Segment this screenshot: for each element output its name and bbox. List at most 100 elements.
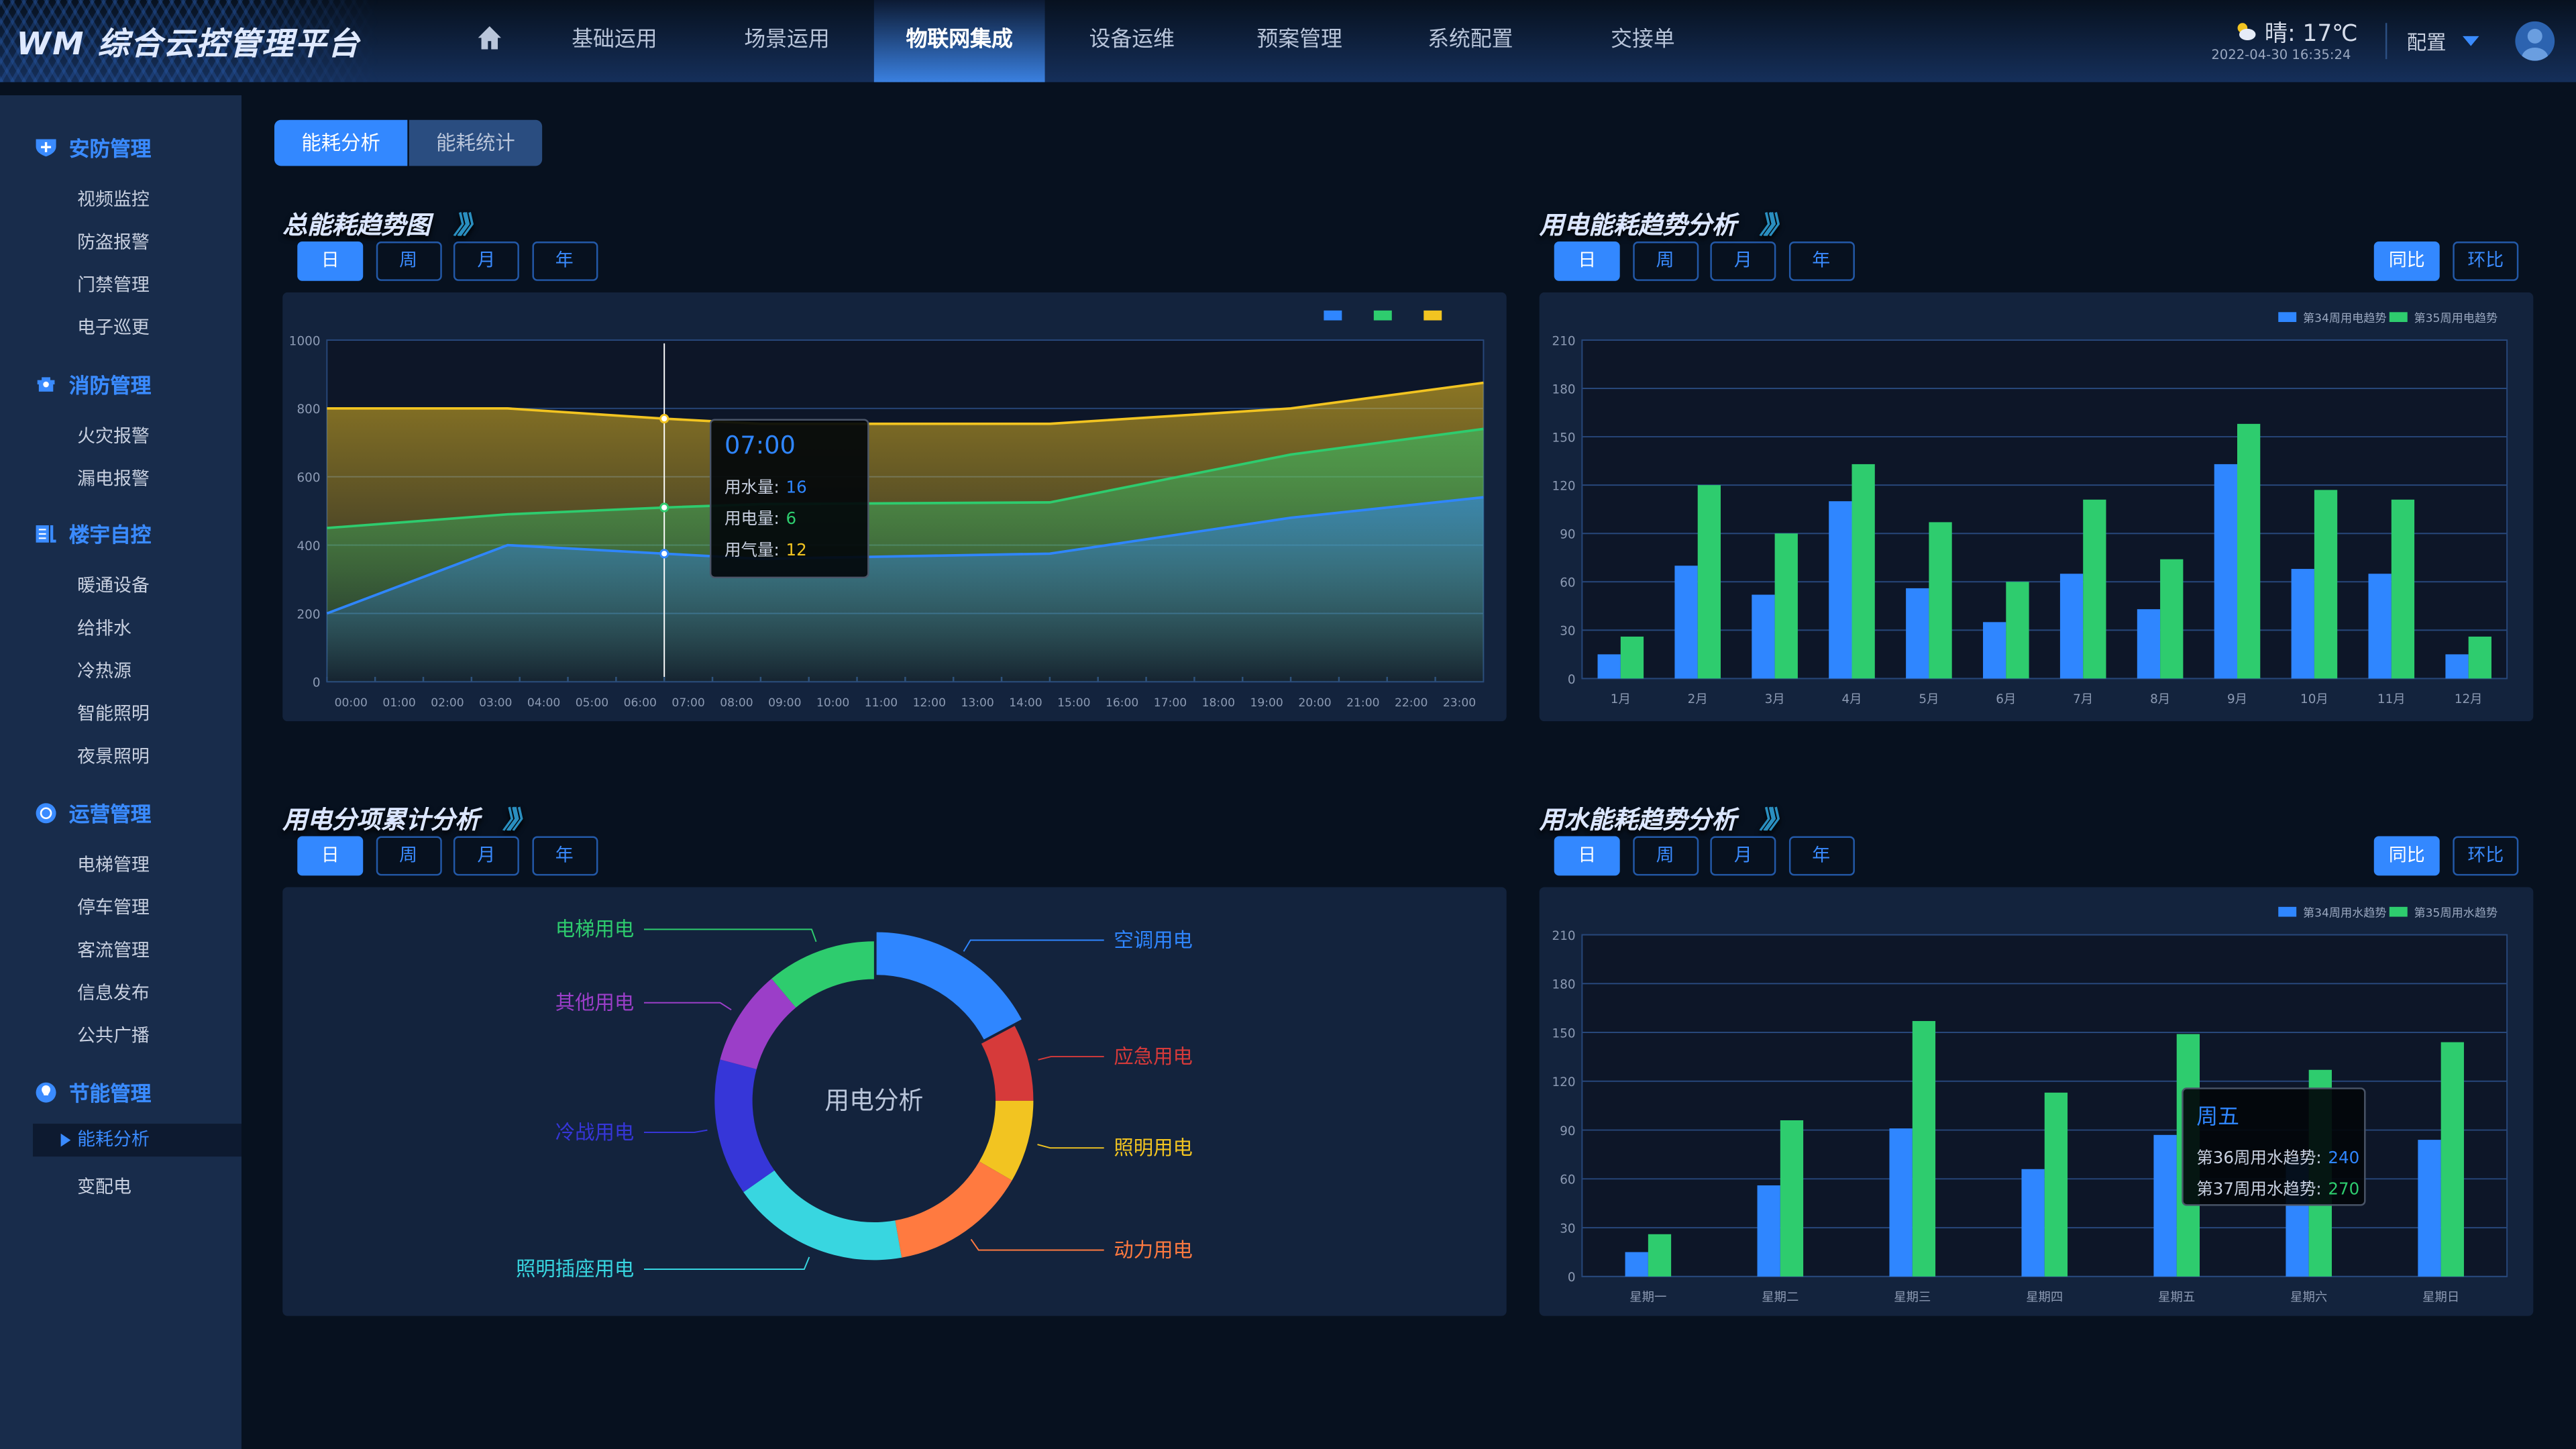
bar[interactable]: [2044, 1092, 2068, 1277]
bar[interactable]: [1620, 636, 1644, 679]
donut-slice[interactable]: [876, 932, 1022, 1040]
chevron-down-icon[interactable]: [2463, 36, 2479, 46]
sidebar-item[interactable]: 智能照明: [77, 700, 150, 726]
sidebar-group-2[interactable]: 楼宇自控: [33, 517, 151, 549]
donut-slice[interactable]: [979, 1100, 1034, 1181]
period-button[interactable]: 月: [453, 836, 519, 876]
nav-item[interactable]: 基础运用: [572, 28, 657, 53]
compare-button[interactable]: 同比: [2373, 241, 2440, 281]
nav-item[interactable]: 场景运用: [744, 28, 830, 53]
sidebar-item[interactable]: 变配电: [77, 1173, 131, 1199]
donut-slice[interactable]: [720, 978, 796, 1069]
user-avatar-icon[interactable]: [2515, 21, 2555, 61]
bar[interactable]: [1906, 588, 1929, 679]
bar[interactable]: [1648, 1234, 1672, 1277]
data-point[interactable]: [659, 502, 669, 513]
sidebar-item[interactable]: 火灾报警: [77, 422, 150, 448]
period-button[interactable]: 周: [375, 836, 441, 876]
sidebar-item[interactable]: 视频监控: [77, 186, 150, 212]
period-button[interactable]: 日: [1554, 836, 1620, 876]
bar[interactable]: [1983, 622, 2006, 679]
bar[interactable]: [1697, 485, 1721, 679]
bar[interactable]: [2418, 1140, 2441, 1277]
bar[interactable]: [1752, 594, 1775, 679]
bar[interactable]: [1829, 501, 1852, 679]
bar[interactable]: [2214, 464, 2238, 679]
donut-slice[interactable]: [714, 1059, 775, 1193]
sidebar-item[interactable]: 电梯管理: [77, 851, 150, 877]
bar[interactable]: [2445, 654, 2469, 679]
bar[interactable]: [1889, 1128, 1913, 1277]
legend-label[interactable]: 第34周用电趋势: [2303, 312, 2387, 325]
period-button[interactable]: 日: [297, 241, 364, 281]
nav-item[interactable]: 预案管理: [1256, 28, 1342, 53]
sidebar-group-3[interactable]: 运营管理: [33, 797, 151, 828]
donut-slice[interactable]: [981, 1026, 1034, 1101]
bar[interactable]: [2006, 582, 2029, 679]
bar[interactable]: [2137, 609, 2161, 679]
sidebar-group-0[interactable]: 安防管理: [33, 131, 151, 163]
sidebar-item[interactable]: 客流管理: [77, 936, 150, 963]
bar[interactable]: [1757, 1185, 1780, 1277]
nav-home[interactable]: [468, 0, 511, 82]
period-button[interactable]: 年: [1788, 241, 1854, 281]
period-button[interactable]: 月: [1710, 241, 1776, 281]
bar[interactable]: [2059, 574, 2084, 679]
bar[interactable]: [1912, 1021, 1936, 1277]
sidebar-item[interactable]: 夜景照明: [77, 743, 150, 769]
bar[interactable]: [1774, 533, 1798, 679]
data-point[interactable]: [659, 413, 669, 424]
bar[interactable]: [2237, 423, 2261, 679]
donut-slice[interactable]: [743, 1170, 902, 1260]
bar[interactable]: [1780, 1120, 1804, 1277]
bar[interactable]: [2160, 559, 2184, 679]
sidebar-item[interactable]: 信息发布: [77, 979, 150, 1006]
legend-label[interactable]: 第35周用电趋势: [2414, 312, 2498, 325]
sidebar-item[interactable]: 冷热源: [77, 657, 131, 684]
bar[interactable]: [2153, 1134, 2177, 1277]
compare-button[interactable]: 同比: [2373, 836, 2440, 876]
bar[interactable]: [2291, 569, 2314, 679]
period-button[interactable]: 月: [453, 241, 519, 281]
sidebar-item[interactable]: 暖通设备: [77, 572, 150, 598]
bar[interactable]: [2021, 1169, 2045, 1277]
bar[interactable]: [2440, 1042, 2464, 1277]
nav-item[interactable]: 设备运维: [1089, 28, 1175, 53]
sidebar-item[interactable]: 公共广播: [77, 1022, 150, 1048]
bar[interactable]: [2314, 490, 2338, 679]
period-button[interactable]: 周: [375, 241, 441, 281]
nav-item[interactable]: 交接单: [1611, 28, 1675, 53]
sidebar-item[interactable]: 电子巡更: [77, 314, 150, 340]
bar[interactable]: [1851, 464, 1875, 679]
period-button[interactable]: 年: [531, 836, 598, 876]
sidebar-item[interactable]: 漏电报警: [77, 465, 150, 491]
sidebar-item[interactable]: 防盗报警: [77, 228, 150, 254]
bar[interactable]: [2368, 574, 2392, 679]
sidebar-group-1[interactable]: 消防管理: [33, 368, 151, 400]
donut-slice[interactable]: [771, 941, 874, 1008]
period-button[interactable]: 月: [1710, 836, 1776, 876]
donut-slice[interactable]: [895, 1161, 1012, 1258]
period-button[interactable]: 周: [1632, 836, 1699, 876]
sidebar-item[interactable]: 停车管理: [77, 894, 150, 920]
sidebar-group-4[interactable]: 节能管理: [33, 1076, 151, 1108]
tab-energy-analysis[interactable]: 能耗分析: [274, 119, 408, 166]
compare-button[interactable]: 环比: [2453, 241, 2519, 281]
sidebar-item[interactable]: 能耗分析: [32, 1124, 242, 1157]
compare-button[interactable]: 环比: [2453, 836, 2519, 876]
tab-energy-statistics[interactable]: 能耗统计: [409, 119, 543, 166]
bar[interactable]: [1597, 654, 1621, 679]
config-menu[interactable]: 配置: [2406, 31, 2447, 54]
bar[interactable]: [1929, 522, 1952, 679]
bar[interactable]: [2083, 499, 2106, 679]
period-button[interactable]: 年: [531, 241, 598, 281]
bar[interactable]: [1674, 566, 1698, 679]
period-button[interactable]: 年: [1788, 836, 1854, 876]
sidebar-item[interactable]: 给排水: [77, 614, 131, 641]
legend-label[interactable]: 第34周用水趋势: [2303, 907, 2387, 920]
period-button[interactable]: 日: [297, 836, 364, 876]
legend-label[interactable]: 第35周用水趋势: [2414, 907, 2498, 920]
period-button[interactable]: 日: [1554, 241, 1620, 281]
bar[interactable]: [2468, 636, 2491, 679]
bar[interactable]: [1625, 1252, 1648, 1277]
